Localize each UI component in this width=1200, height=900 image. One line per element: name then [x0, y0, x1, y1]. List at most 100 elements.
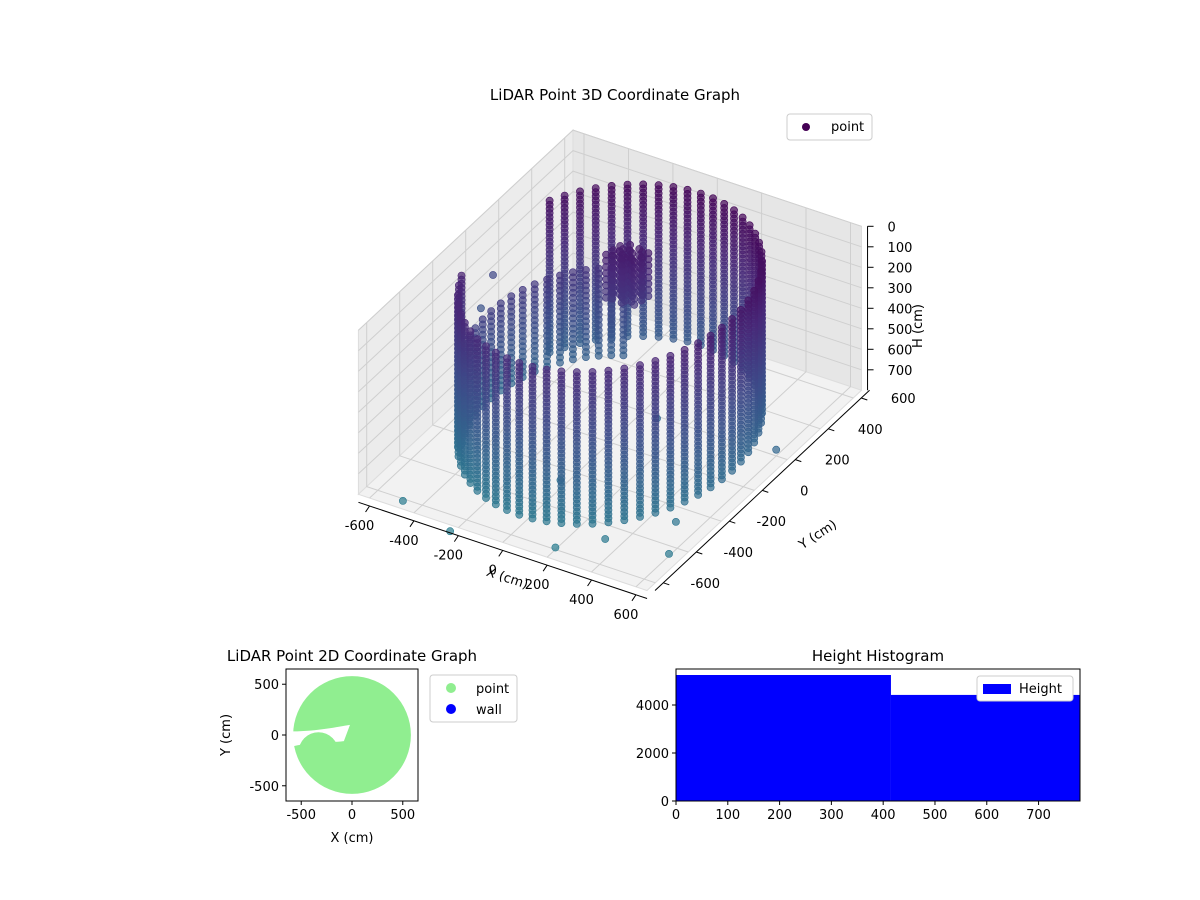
y-tick-label: 0 — [800, 484, 808, 499]
x-tick-mark — [453, 535, 459, 542]
chart-3d-title: LiDAR Point 3D Coordinate Graph — [490, 86, 740, 104]
histogram-legend-label: Height — [1019, 682, 1062, 697]
lidar-point — [588, 519, 597, 528]
lidar-point — [515, 510, 524, 519]
lidar-point — [607, 351, 616, 359]
x-tick-label: -400 — [389, 534, 419, 549]
y-tick-label: 0 — [271, 729, 279, 744]
y-tick-mark — [729, 520, 736, 524]
y-tick-mark — [795, 459, 802, 463]
y-tick-mark — [828, 428, 835, 432]
chart-2d-plot: -500 0 500 -500 0 500 — [249, 668, 419, 823]
y-tick-mark — [762, 489, 769, 493]
y-tick-label: -500 — [249, 780, 279, 795]
y-tick-label: 200 — [825, 454, 850, 469]
lidar-point — [582, 353, 590, 361]
chart-3d-points — [398, 180, 781, 558]
lidar-point — [630, 300, 639, 309]
lidar-point — [639, 332, 648, 340]
x-tick-mark — [587, 579, 592, 587]
chart-3d-legend-marker — [802, 123, 810, 131]
grid-line-x — [591, 207, 807, 573]
chart-3d-legend-box — [786, 113, 873, 141]
chart-3d-legend-label: point — [831, 120, 864, 135]
lidar-point — [572, 520, 581, 528]
lidar-point — [473, 486, 482, 495]
z-tick-label: 300 — [888, 282, 913, 297]
lidar-point — [680, 497, 689, 506]
x-tick-mark — [409, 520, 415, 528]
x-tick-mark — [498, 550, 504, 557]
lidar-point — [466, 479, 475, 487]
histogram-plot: 0 100 200 300 400 500 600 700 0 2000 4000 — [636, 668, 1081, 823]
grid-line-y — [366, 322, 656, 584]
chart-2d-legend-marker-wall — [446, 704, 456, 714]
z-tick-label: 500 — [888, 323, 913, 338]
y-tick-label: 500 — [254, 678, 279, 693]
grid-line-z — [358, 129, 862, 331]
lidar-point — [737, 457, 745, 466]
z-tick-label: 400 — [888, 302, 913, 317]
lidar-point — [569, 355, 577, 364]
lidar-point — [744, 448, 753, 457]
x-tick-label: 100 — [715, 808, 740, 823]
x-tick-mark — [365, 505, 370, 513]
x-tick-label: -500 — [286, 808, 316, 823]
lidar-point — [665, 550, 673, 558]
x-tick-label: 0 — [672, 808, 680, 823]
x-tick-label: 200 — [767, 808, 792, 823]
lidar-point — [619, 351, 628, 360]
chart-2d: LiDAR Point 2D Coordinate Graph -500 0 500… — [219, 647, 518, 846]
z-tick-label: 100 — [888, 241, 913, 256]
lidar-point — [672, 518, 680, 526]
y-tick-label: -600 — [691, 577, 721, 592]
lidar-point — [637, 296, 646, 305]
chart-3d-ylabel: Y (cm) — [796, 517, 840, 553]
lidar-point — [491, 500, 500, 509]
lidar-point — [482, 494, 490, 502]
lidar-point — [666, 503, 675, 512]
histogram-frame — [675, 668, 1081, 802]
x-tick-label: 400 — [871, 808, 896, 823]
lidar-point — [728, 466, 736, 475]
lidar-point — [669, 334, 678, 343]
grid-line-z — [358, 150, 862, 352]
histogram-title: Height Histogram — [812, 647, 944, 665]
lidar-point — [604, 518, 613, 527]
histogram-legend-swatch — [983, 684, 1011, 694]
chart-2d-title: LiDAR Point 2D Coordinate Graph — [227, 647, 477, 665]
chart-2d-area — [286, 676, 411, 794]
chart-3d-xlabel: X (cm) — [484, 565, 530, 593]
chart-3d: LiDAR Point 3D Coordinate Graph -600 -400… — [345, 86, 926, 623]
y-tick-label: -200 — [757, 515, 787, 530]
lidar-point — [636, 513, 644, 521]
x-tick-label: -600 — [345, 519, 375, 534]
lidar-point — [528, 514, 537, 523]
chart-3d-zlabel: H (cm) — [911, 304, 926, 348]
x-tick-label: 200 — [525, 578, 550, 593]
y-tick-label: -400 — [724, 546, 754, 561]
lidar-point — [620, 516, 629, 525]
lidar-point — [557, 519, 566, 527]
y-tick-label: 0 — [661, 795, 669, 810]
chart-2d-legend: point wall — [429, 674, 518, 723]
x-tick-label: -200 — [434, 549, 464, 564]
chart-2d-legend-label-point: point — [476, 682, 509, 697]
x-tick-mark — [542, 564, 548, 572]
lidar-point — [617, 298, 626, 307]
lidar-point — [718, 475, 726, 484]
chart-2d-legend-marker-point — [446, 683, 456, 693]
y-tick-label: 4000 — [636, 699, 669, 714]
lidar-point — [542, 517, 551, 526]
x-tick-label: 700 — [1026, 808, 1051, 823]
y-tick-label: 400 — [858, 423, 883, 438]
floor-patch — [298, 732, 339, 773]
x-tick-label: 600 — [974, 808, 999, 823]
y-tick-label: 2000 — [636, 747, 669, 762]
grid-line-x — [635, 222, 851, 588]
chart-histogram: Height Histogram 0 100 200 300 400 500 600 7000… — [636, 647, 1081, 823]
x-tick-label: 300 — [819, 808, 844, 823]
lidar-point — [654, 332, 663, 341]
x-tick-label: 0 — [489, 563, 497, 578]
